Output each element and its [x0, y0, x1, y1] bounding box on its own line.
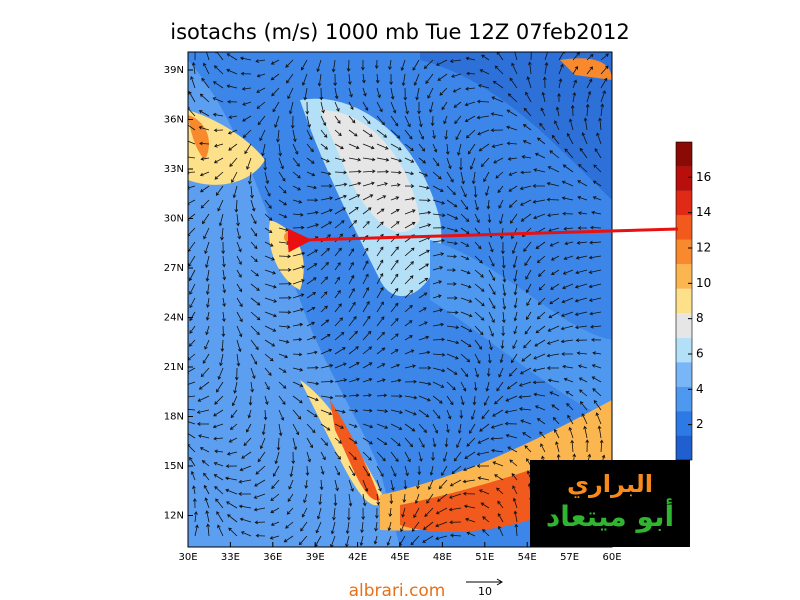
colorbar-cell	[676, 264, 692, 289]
lat-label: 21N	[164, 362, 184, 373]
lon-label: 51E	[475, 552, 494, 563]
watermark-line2: أبو ميتعاد	[546, 498, 674, 533]
lat-label: 33N	[164, 164, 184, 175]
lon-label: 54E	[518, 552, 537, 563]
colorbar-cell	[676, 337, 692, 363]
wind-field	[188, 52, 612, 547]
colorbar-cell	[676, 215, 692, 240]
vector-scale-head	[496, 578, 503, 586]
annotation-arrow	[287, 227, 679, 253]
colorbar-label: 4	[696, 382, 704, 396]
watermark-box	[530, 460, 690, 547]
lon-label: 42E	[348, 552, 367, 563]
colorbar-cell	[676, 166, 692, 191]
colorbar-label: 14	[696, 205, 711, 219]
colorbar-label: 12	[696, 241, 711, 255]
colorbar-cell	[676, 239, 692, 265]
lon-label: 60E	[602, 552, 621, 563]
colorbar-cell	[676, 142, 692, 167]
title: isotachs (m/s) 1000 mb Tue 12Z 07feb2012	[170, 20, 629, 44]
colorbar-cell	[676, 386, 692, 412]
lat-label: 30N	[164, 214, 184, 225]
colorbar-label: 8	[696, 311, 704, 325]
lon-label: 30E	[178, 552, 197, 563]
vector-scale-label: 10	[478, 585, 492, 598]
lat-label: 12N	[164, 511, 184, 522]
lon-label: 33E	[221, 552, 240, 563]
colorbar-label: 2	[696, 417, 704, 431]
lon-label: 57E	[560, 552, 579, 563]
lon-label: 36E	[263, 552, 282, 563]
lat-label: 24N	[164, 313, 184, 324]
lon-label: 39E	[306, 552, 325, 563]
lat-label: 15N	[164, 461, 184, 472]
colorbar-cell	[676, 190, 692, 216]
colorbar-cell	[676, 288, 692, 314]
colorbar-cell	[676, 411, 692, 436]
colorbar-label: 16	[696, 170, 711, 184]
colorbar-label: 10	[696, 276, 711, 290]
footer: albrari.com	[349, 581, 446, 600]
lat-label: 39N	[164, 65, 184, 76]
lon-label: 45E	[390, 552, 409, 563]
colorbar-cell	[676, 435, 692, 460]
lat-label: 18N	[164, 412, 184, 423]
wind-vectors	[188, 52, 611, 547]
axes: 39N 36N 33N 30N 27N 24N 21N 18N 15N 12N 30E 33E 36E 3…	[164, 65, 622, 563]
vector-arrows	[188, 52, 611, 547]
colorbar-cell	[676, 313, 692, 338]
lat-label: 36N	[164, 115, 184, 126]
colorbar-cell	[676, 362, 692, 387]
lon-label: 48E	[433, 552, 452, 563]
colorbar-label: 6	[696, 347, 704, 361]
lat-label: 27N	[164, 263, 184, 274]
colorbar: 2 4 6 8 10 12 14 16	[675, 141, 711, 461]
watermark-line1: البراري	[567, 470, 653, 498]
